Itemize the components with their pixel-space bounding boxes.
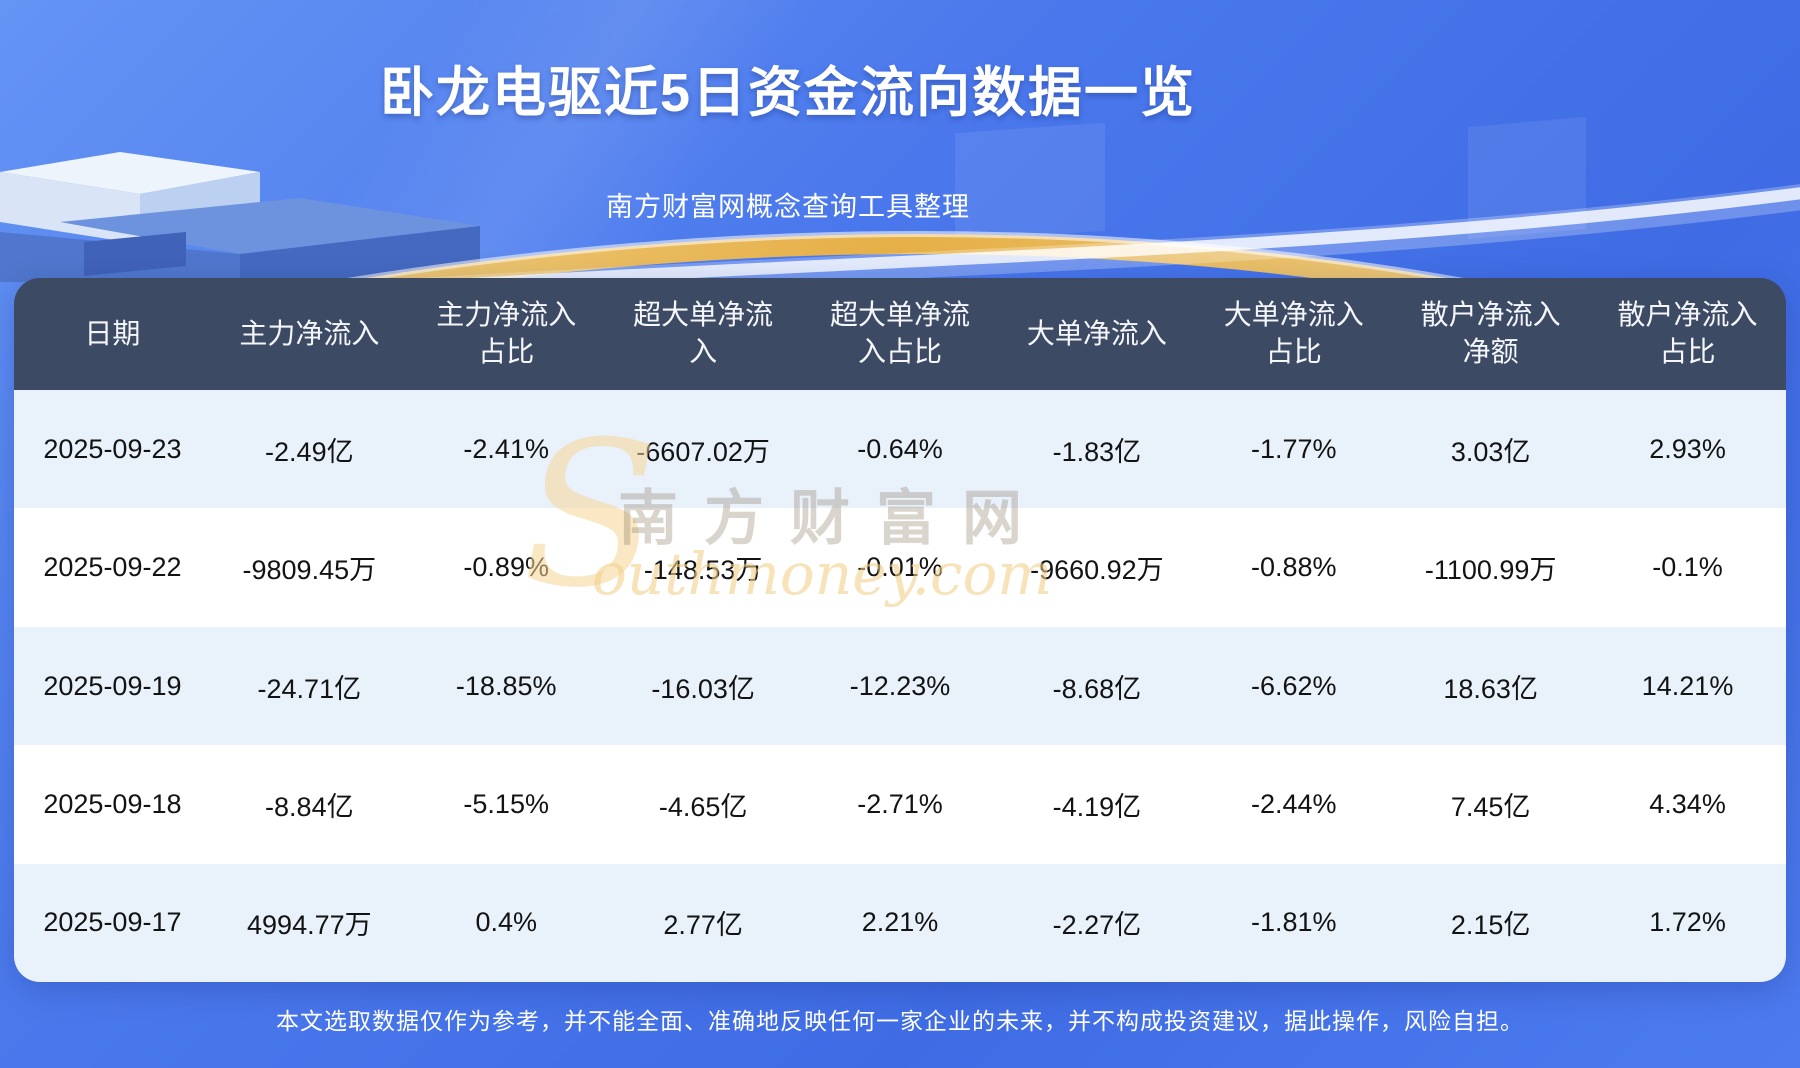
cell-value: -1.83亿	[1052, 436, 1142, 467]
cell-value: -0.88%	[1250, 552, 1337, 583]
cell-value: -1100.99万	[1424, 555, 1557, 586]
cell-value: -12.23%	[849, 670, 951, 701]
cell-value: 0.4%	[475, 907, 537, 938]
cell-value: -0.01%	[857, 552, 943, 583]
cell-value: -1.81%	[1250, 907, 1337, 938]
cell-value: -18.85%	[455, 670, 557, 701]
cell-value: -4.65亿	[658, 791, 748, 822]
cell-value: 4.34%	[1649, 788, 1726, 819]
cell-value: -8.84亿	[265, 791, 354, 822]
cell-value: 2.93%	[1649, 433, 1726, 464]
fund-flow-table: 日期 主力净流入 主力净流入占比 超大单净流入 超大单净流入占比 大单净流入 大…	[14, 278, 1786, 982]
page-subtitle: 南方财富网概念查询工具整理	[606, 192, 970, 222]
cell-value: 18.63亿	[1443, 673, 1538, 704]
cell-value: 2.21%	[861, 907, 939, 938]
cell-date: 2025-09-18	[43, 788, 182, 819]
cell-value: -148.53万	[643, 555, 763, 586]
cell-date: 2025-09-19	[43, 670, 182, 701]
cell-value: -0.1%	[1652, 552, 1723, 583]
header-cell-date: 日期	[84, 317, 141, 349]
cell-value: 14.21%	[1641, 670, 1734, 701]
cell-value: -4.19亿	[1052, 791, 1142, 822]
cell-value: -5.15%	[463, 788, 549, 819]
table-row: 2025-09-23 -2.49亿 -2.41% -6607.02万 -0.64…	[14, 390, 1786, 509]
cell-date: 2025-09-22	[43, 552, 182, 583]
table-row: 2025-09-22 -9809.45万 -0.89% -148.53万 -0.…	[14, 508, 1786, 627]
cell-value: -1.77%	[1250, 433, 1337, 464]
header-cell-large-order-net-inflow: 大单净流入	[1026, 317, 1167, 349]
cell-value: 2.77亿	[663, 910, 743, 941]
cell-value: -2.49亿	[265, 436, 354, 467]
cell-value: -8.68亿	[1052, 673, 1142, 704]
header-cell-xl-order-net-inflow-pct: 超大单净流入占比	[829, 299, 970, 367]
cell-date: 2025-09-17	[43, 907, 182, 938]
table-row: 2025-09-19 -24.71亿 -18.85% -16.03亿 -12.2…	[14, 626, 1786, 746]
header-cell-main-net-inflow-pct: 主力净流入占比	[436, 299, 577, 367]
cell-value: -0.64%	[857, 433, 943, 464]
table-body: 2025-09-23 -2.49亿 -2.41% -6607.02万 -0.64…	[14, 390, 1786, 982]
cell-value: -16.03亿	[651, 673, 755, 704]
header-cell-retail-net-inflow-pct: 散户净流入占比	[1617, 299, 1758, 367]
table-header-row: 日期 主力净流入 主力净流入占比 超大单净流入 超大单净流入占比 大单净流入 大…	[14, 278, 1786, 390]
cell-value: -9809.45万	[242, 555, 377, 586]
cell-value: -0.89%	[463, 552, 549, 583]
cell-date: 2025-09-23	[43, 433, 182, 464]
cell-value: -2.71%	[857, 788, 943, 819]
cell-value: 1.72%	[1649, 907, 1726, 938]
header-cell-retail-net-inflow: 散户净流入净额	[1420, 299, 1561, 367]
cell-value: -2.27亿	[1052, 910, 1142, 941]
cell-value: -6607.02万	[636, 436, 770, 467]
disclaimer-text: 本文选取数据仅作为参考，并不能全面、准确地反映任何一家企业的未来，并不构成投资建…	[276, 1008, 1524, 1034]
cell-value: -9660.92万	[1030, 555, 1164, 586]
cell-value: 4994.77万	[247, 910, 372, 941]
page-title: 卧龙电驱近5日资金流向数据一览	[379, 63, 1197, 123]
cell-value: -6.62%	[1250, 670, 1337, 701]
cell-value: 2.15亿	[1450, 910, 1531, 941]
cell-value: -2.44%	[1250, 788, 1337, 819]
table-row: 2025-09-18 -8.84亿 -5.15% -4.65亿 -2.71% -…	[14, 745, 1786, 864]
table-row: 2025-09-17 4994.77万 0.4% 2.77亿 2.21% -2.…	[14, 863, 1786, 982]
cell-value: 7.45亿	[1450, 791, 1531, 822]
cell-value: -24.71亿	[257, 673, 362, 704]
header-cell-xl-order-net-inflow: 超大单净流入	[633, 299, 774, 367]
header-cell-main-net-inflow: 主力净流入	[239, 317, 380, 349]
cell-value: -2.41%	[463, 433, 549, 464]
cell-value: 3.03亿	[1450, 436, 1531, 467]
header-cell-large-order-net-inflow-pct: 大单净流入占比	[1223, 299, 1364, 367]
